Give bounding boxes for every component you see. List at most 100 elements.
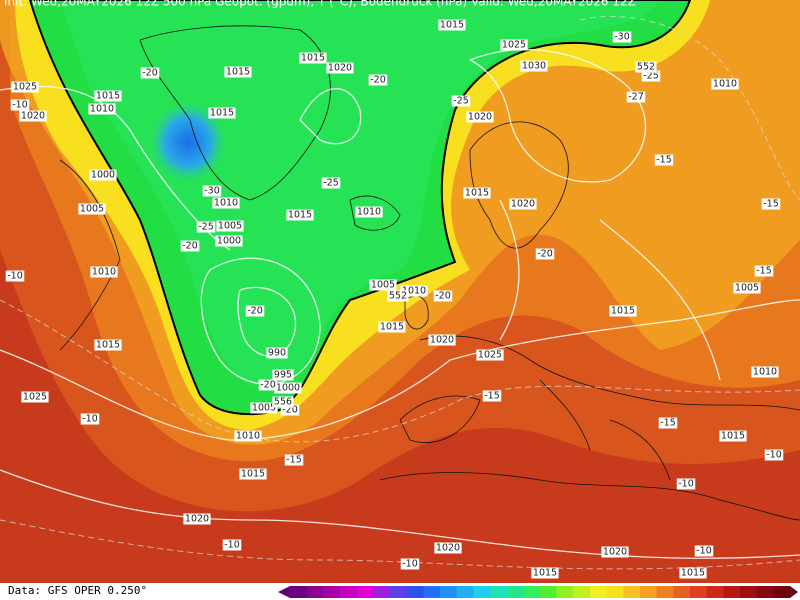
scale-swatch	[540, 586, 558, 598]
label-box	[438, 19, 466, 31]
label-box	[321, 177, 341, 189]
isobar-label: 1005	[218, 221, 242, 232]
label-box	[21, 391, 49, 403]
label-box	[658, 417, 678, 429]
scale-swatch	[323, 586, 341, 598]
temperature-label: -15	[484, 391, 500, 402]
temperature-label: -15	[756, 266, 772, 277]
map-labels: 1015 1015 1015 1020 1025 1030 1010 1025 …	[5, 19, 784, 579]
temperature-label: -15	[286, 455, 302, 466]
scale-swatch	[340, 586, 358, 598]
label-box	[761, 198, 781, 210]
label-box	[387, 290, 409, 302]
label-box	[94, 339, 122, 351]
isobar-label: 1020	[185, 514, 209, 525]
label-box	[196, 221, 216, 233]
temperature-label: -10	[696, 546, 712, 557]
label-box	[626, 91, 646, 103]
label-box	[272, 396, 294, 408]
scale-swatch	[456, 586, 474, 598]
isobar-label: 1015	[241, 469, 265, 480]
label-box	[476, 349, 504, 361]
label-box	[531, 567, 559, 579]
label-box	[764, 449, 784, 461]
isobar-label: 1010	[713, 79, 737, 90]
temperature-label: -10	[82, 414, 98, 425]
scale-swatch	[706, 586, 724, 598]
label-box	[216, 220, 244, 232]
isobar-label: 1015	[301, 53, 325, 64]
label-box	[78, 203, 106, 215]
label-box	[90, 266, 118, 278]
label-box	[509, 198, 537, 210]
label-box	[520, 60, 548, 72]
label-box	[326, 62, 354, 74]
isobars	[0, 49, 800, 559]
label-box	[433, 290, 453, 302]
isotherms	[0, 15, 800, 570]
isobar-label: 1010	[90, 104, 114, 115]
temperature-label: -20	[260, 380, 276, 391]
label-box	[10, 99, 30, 111]
scale-swatch	[690, 586, 708, 598]
isobar-label: 1010	[236, 431, 260, 442]
label-box	[654, 154, 674, 166]
isobar-label: 1000	[276, 383, 300, 394]
temperature-label: -20	[537, 249, 553, 260]
temperature-label: -15	[763, 199, 779, 210]
temperature-label: -20	[247, 306, 263, 317]
isobar-label: 1020	[603, 547, 627, 558]
label-box	[434, 542, 462, 554]
scale-swatch	[773, 586, 791, 598]
temperature-label: -30	[204, 186, 220, 197]
label-box	[679, 567, 707, 579]
temperature-label: -10	[402, 559, 418, 570]
temperature-label: -20	[142, 68, 158, 79]
label-box	[234, 430, 262, 442]
label-box	[378, 321, 406, 333]
isobar-label: 1015	[681, 568, 705, 579]
isobar-label: 1015	[288, 210, 312, 221]
label-box	[641, 70, 661, 82]
label-box	[368, 74, 388, 86]
coastlines	[59, 25, 800, 521]
temperature-label: -15	[656, 155, 672, 166]
temperature-label: -10	[7, 271, 23, 282]
label-box	[676, 478, 696, 490]
label-box	[612, 31, 632, 43]
scale-swatch	[423, 586, 441, 598]
temperature-label: -10	[678, 479, 694, 490]
scale-swatch	[573, 586, 591, 598]
temperature-label: -15	[660, 418, 676, 429]
temperature-label: -25	[323, 178, 339, 189]
isobar-label: 1030	[522, 61, 546, 72]
scale-swatch	[490, 586, 508, 598]
label-box	[222, 539, 242, 551]
label-box	[369, 279, 397, 291]
label-box	[245, 305, 265, 317]
scale-swatch	[306, 586, 324, 598]
scale-swatch	[606, 586, 624, 598]
label-box	[284, 454, 304, 466]
scale-swatch	[290, 586, 308, 598]
label-box	[733, 282, 761, 294]
scale-swatch	[656, 586, 674, 598]
isobar-label: 1020	[511, 199, 535, 210]
scale-swatch	[373, 586, 391, 598]
label-box	[609, 305, 637, 317]
label-box	[280, 404, 300, 416]
label-box	[482, 390, 502, 402]
geopotential-label: 552	[389, 291, 407, 302]
temperature-label: -10	[224, 540, 240, 551]
label-box	[5, 270, 25, 282]
isobar-label: 1015	[210, 108, 234, 119]
isobar-label: 1015	[226, 67, 250, 78]
temperature-label: -20	[370, 75, 386, 86]
label-box	[266, 347, 288, 359]
color-scale	[278, 586, 798, 598]
scale-swatch	[590, 586, 608, 598]
data-source: Data: GFS OPER 0.250°	[8, 584, 147, 597]
label-box	[272, 369, 294, 381]
scale-swatch	[473, 586, 491, 598]
label-box	[466, 111, 494, 123]
